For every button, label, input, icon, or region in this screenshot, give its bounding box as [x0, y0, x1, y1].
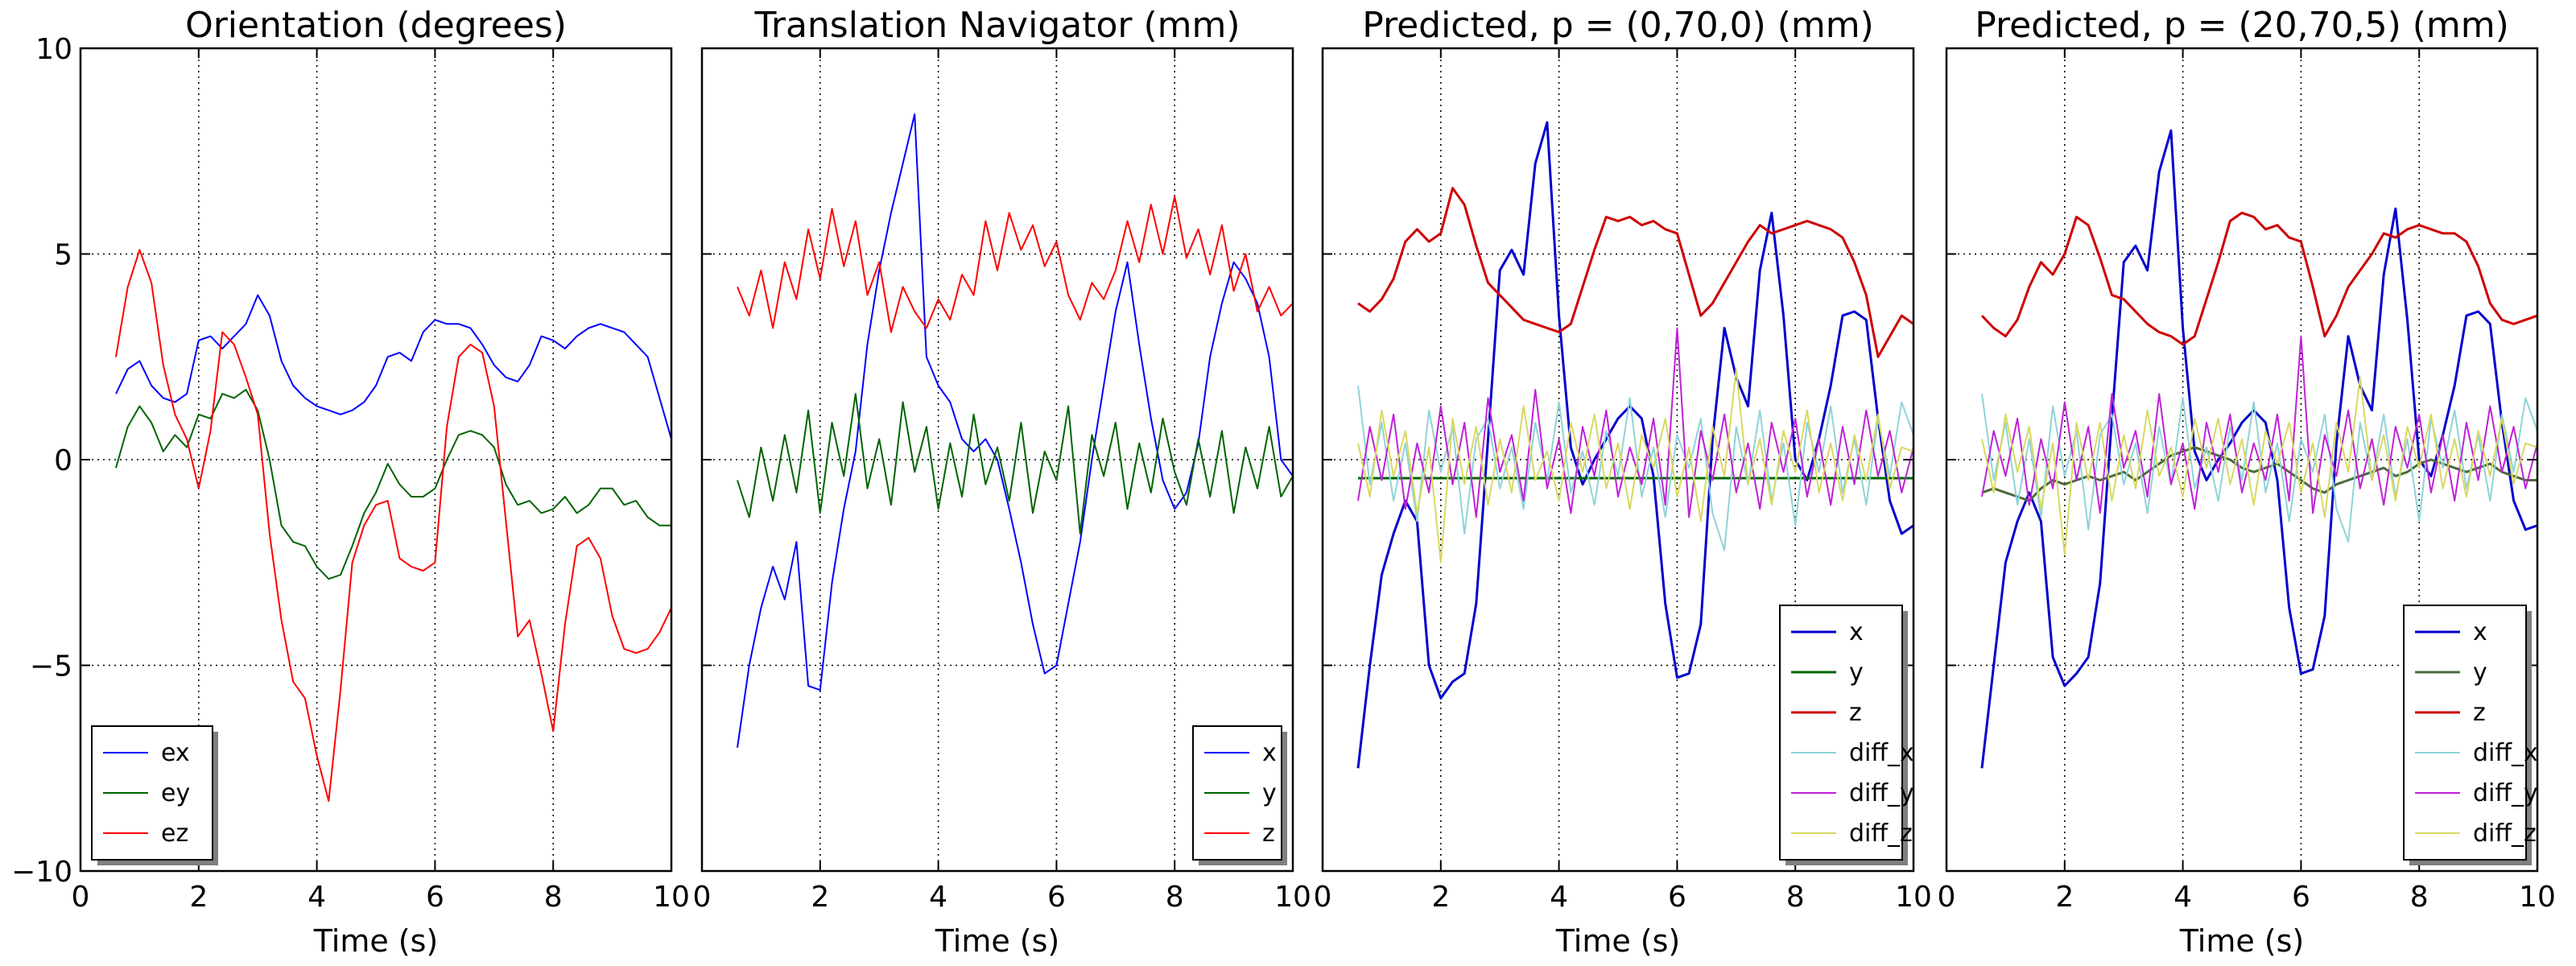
- y-tick-label: 5: [54, 239, 72, 272]
- panel-3: 0 2 4 6 8 10 Predicted, p = (0,70,0) (mm) Time …: [1314, 5, 1932, 959]
- series-line-diff-y: [1981, 335, 2537, 514]
- legend: ex ey ez: [91, 725, 218, 865]
- series-line-z: [1980, 211, 2537, 346]
- x-axis-label: Time (s): [935, 923, 1060, 959]
- y-tick-label: 0: [54, 444, 72, 477]
- series-line-diff-z: [1981, 376, 2537, 555]
- legend-label-diff-z: diff_z: [1849, 819, 1913, 848]
- series-group: [1980, 129, 2537, 769]
- x-tick-label: 6: [2292, 881, 2310, 914]
- series-line-ez: [115, 249, 671, 803]
- series-line-x: [1356, 121, 1913, 769]
- legend-label-y: y: [2473, 658, 2487, 687]
- series-line-ey: [115, 389, 671, 580]
- x-tick-label: 2: [1431, 881, 1450, 914]
- legend-label-diff-z: diff_z: [2473, 819, 2537, 848]
- x-tick-label: 10: [1274, 881, 1311, 914]
- y-tick-label: −5: [30, 650, 72, 683]
- y-tick-label: −10: [11, 856, 72, 889]
- series-line-x: [737, 113, 1293, 748]
- legend-label-z: z: [1849, 699, 1862, 727]
- x-tick-label: 0: [693, 881, 712, 914]
- x-tick-label: 0: [1314, 881, 1332, 914]
- legend-label-ex: ex: [161, 739, 190, 767]
- legend-label-y: y: [1262, 779, 1277, 807]
- legend-label-diff-x: diff_x: [2473, 739, 2538, 767]
- panel-title: Predicted, p = (0,70,0) (mm): [1362, 5, 1874, 46]
- x-tick-label: 8: [2410, 881, 2429, 914]
- x-tick-label: 8: [1166, 881, 1184, 914]
- x-tick-label: 2: [2055, 881, 2074, 914]
- x-tick-label: 10: [2519, 881, 2556, 914]
- panel-title: Orientation (degrees): [185, 5, 567, 46]
- x-tick-label: 6: [1047, 881, 1066, 914]
- x-tick-label: 4: [2174, 881, 2192, 914]
- legend-box: [2403, 605, 2527, 861]
- legend-label-x: x: [1262, 739, 1277, 767]
- series-line-diff-y: [1357, 327, 1913, 518]
- x-axis-label: Time (s): [1555, 923, 1681, 959]
- x-tick-label: 0: [72, 881, 90, 914]
- x-tick-label: 4: [308, 881, 326, 914]
- series-line-diff-z: [1357, 368, 1913, 564]
- y-tick-label: 10: [35, 33, 72, 66]
- x-tick-label: 6: [1668, 881, 1686, 914]
- x-tick-label: 0: [1938, 881, 1956, 914]
- series-line-ex: [115, 294, 671, 440]
- series-line-x: [1980, 129, 2537, 769]
- x-tick-label: 8: [1786, 881, 1805, 914]
- series-line-z: [737, 196, 1293, 333]
- legend: xyz: [1192, 725, 1287, 865]
- x-tick-label: 4: [929, 881, 947, 914]
- panel-title: Predicted, p = (20,70,5) (mm): [1975, 5, 2509, 46]
- legend-label-diff-y: diff_y: [1849, 779, 1914, 807]
- panel-title: Translation Navigator (mm): [753, 5, 1240, 46]
- series-line-z: [1357, 187, 1913, 358]
- series-group: [115, 249, 671, 803]
- legend-label-ez: ez: [161, 819, 188, 848]
- legend-label-y: y: [1849, 658, 1864, 687]
- panel-1: 0 2 4 6 8 10 10 5 0 −5 −10 Orientation (degrees) Tim…: [11, 5, 690, 959]
- legend-label-x: x: [1849, 618, 1864, 646]
- x-tick-label: 10: [653, 881, 690, 914]
- x-tick-label: 10: [1895, 881, 1932, 914]
- panel-4: 0 2 4 6 8 10 Predicted, p = (20,70,5) (mm) Time…: [1938, 5, 2556, 959]
- x-tick-label: 4: [1550, 881, 1568, 914]
- x-tick-label: 6: [426, 881, 444, 914]
- legend: xyz diff_x diff_y diff_z: [2403, 605, 2538, 865]
- x-tick-label: 8: [544, 881, 563, 914]
- legend-box: [1779, 605, 1903, 861]
- legend-label-x: x: [2473, 618, 2487, 646]
- x-tick-label: 2: [811, 881, 829, 914]
- legend: xyz diff_x diff_y diff_z: [1779, 605, 1914, 865]
- series-line-y: [737, 393, 1293, 535]
- series-group: [1356, 121, 1913, 769]
- legend-label-z: z: [1262, 819, 1275, 848]
- legend-label-z: z: [2473, 699, 2486, 727]
- series-group: [737, 113, 1293, 748]
- x-tick-label: 2: [189, 881, 208, 914]
- x-axis-label: Time (s): [313, 923, 439, 959]
- x-axis-label: Time (s): [2179, 923, 2305, 959]
- legend-label-ey: ey: [161, 779, 190, 807]
- panel-2: 0 2 4 6 8 10 Translation Navigator (mm) Time (s…: [693, 5, 1311, 959]
- legend-label-diff-x: diff_x: [1849, 739, 1914, 767]
- legend-label-diff-y: diff_y: [2473, 779, 2538, 807]
